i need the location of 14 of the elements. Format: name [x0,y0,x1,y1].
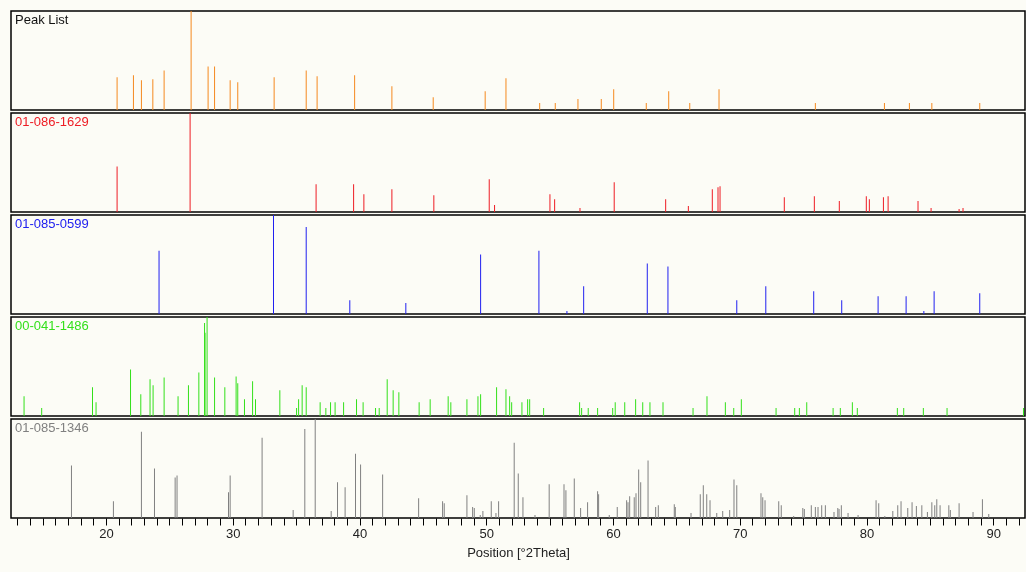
text: 01-086-1629 [15,114,89,129]
text: 00-041-1486 [15,318,89,333]
x-tick-label: 80 [859,525,875,541]
x-tick-label: 90 [986,525,1002,541]
x-tick-label: 70 [733,525,748,541]
text: 01-085-1346 [15,420,89,435]
x-tick-label: 30 [226,525,241,541]
x-tick-label: 60 [606,525,621,541]
x-tick-label: 20 [99,525,114,541]
x-tick-label: 50 [479,525,495,541]
x-tick-label: 40 [352,525,368,541]
x-axis-title: Position [°2Theta] [467,544,570,560]
chart-title: Peak List [15,12,69,27]
text: 01-085-0599 [15,216,89,231]
